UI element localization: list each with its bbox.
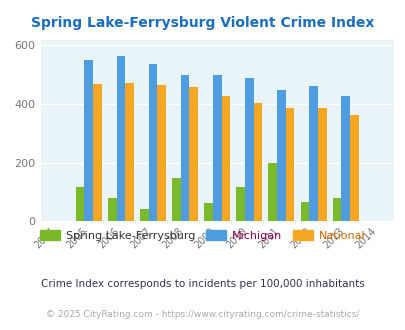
Bar: [157, 85, 166, 221]
Bar: [236, 187, 244, 221]
Bar: [268, 163, 277, 221]
Bar: [332, 198, 341, 221]
Bar: [277, 90, 285, 221]
Bar: [285, 108, 294, 221]
Text: Spring Lake-Ferrysburg Violent Crime Index: Spring Lake-Ferrysburg Violent Crime Ind…: [31, 16, 374, 30]
Bar: [93, 83, 102, 221]
Bar: [204, 203, 212, 221]
Bar: [84, 60, 93, 221]
Bar: [300, 202, 309, 221]
Bar: [244, 78, 253, 221]
Text: © 2025 CityRating.com - https://www.cityrating.com/crime-statistics/: © 2025 CityRating.com - https://www.city…: [46, 310, 359, 319]
Bar: [125, 83, 134, 221]
Bar: [341, 96, 349, 221]
Bar: [148, 64, 157, 221]
Bar: [140, 209, 148, 221]
Bar: [309, 86, 317, 221]
Bar: [212, 75, 221, 221]
Bar: [253, 103, 262, 221]
Bar: [172, 178, 180, 221]
Bar: [221, 95, 230, 221]
Bar: [349, 115, 358, 221]
Bar: [108, 198, 116, 221]
Bar: [189, 87, 198, 221]
Bar: [76, 187, 84, 221]
Legend: Spring Lake-Ferrysburg, Michigan, National: Spring Lake-Ferrysburg, Michigan, Nation…: [36, 226, 369, 245]
Bar: [180, 75, 189, 221]
Text: Crime Index corresponds to incidents per 100,000 inhabitants: Crime Index corresponds to incidents per…: [41, 279, 364, 289]
Bar: [317, 108, 326, 221]
Bar: [116, 56, 125, 221]
